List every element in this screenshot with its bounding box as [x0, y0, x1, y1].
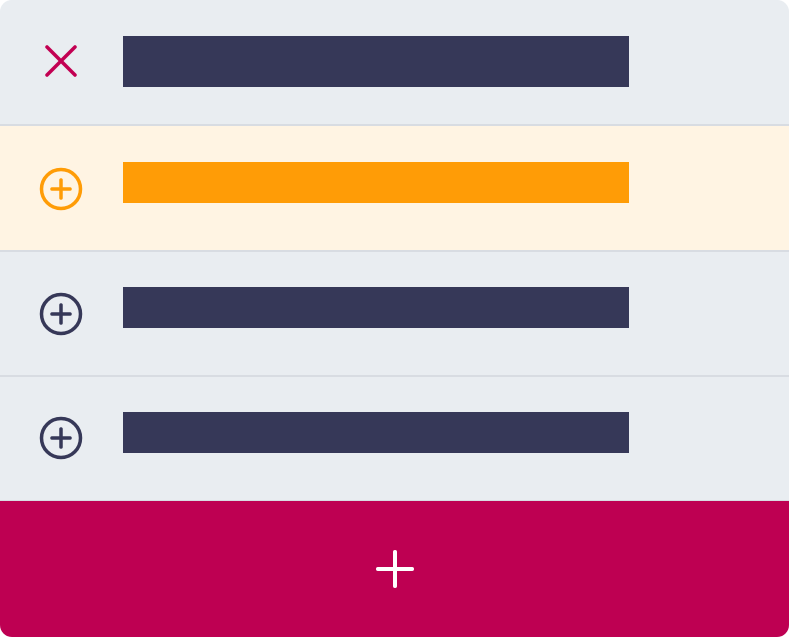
list-item-selected[interactable]	[0, 126, 789, 250]
item-content-bar	[123, 36, 629, 87]
plus-circle-icon[interactable]	[38, 166, 84, 212]
row-divider	[0, 124, 789, 126]
list-item[interactable]	[0, 377, 789, 500]
plus-circle-icon[interactable]	[38, 291, 84, 337]
row-divider	[0, 500, 789, 501]
item-content-bar	[123, 412, 629, 453]
row-divider	[0, 375, 789, 377]
close-icon[interactable]	[38, 38, 84, 84]
list-item[interactable]	[0, 252, 789, 375]
list-item-removable[interactable]	[0, 0, 789, 124]
item-content-bar	[123, 287, 629, 328]
plus-icon[interactable]	[376, 550, 414, 588]
row-divider	[0, 250, 789, 252]
item-content-bar	[123, 162, 629, 203]
plus-circle-icon[interactable]	[38, 415, 84, 461]
